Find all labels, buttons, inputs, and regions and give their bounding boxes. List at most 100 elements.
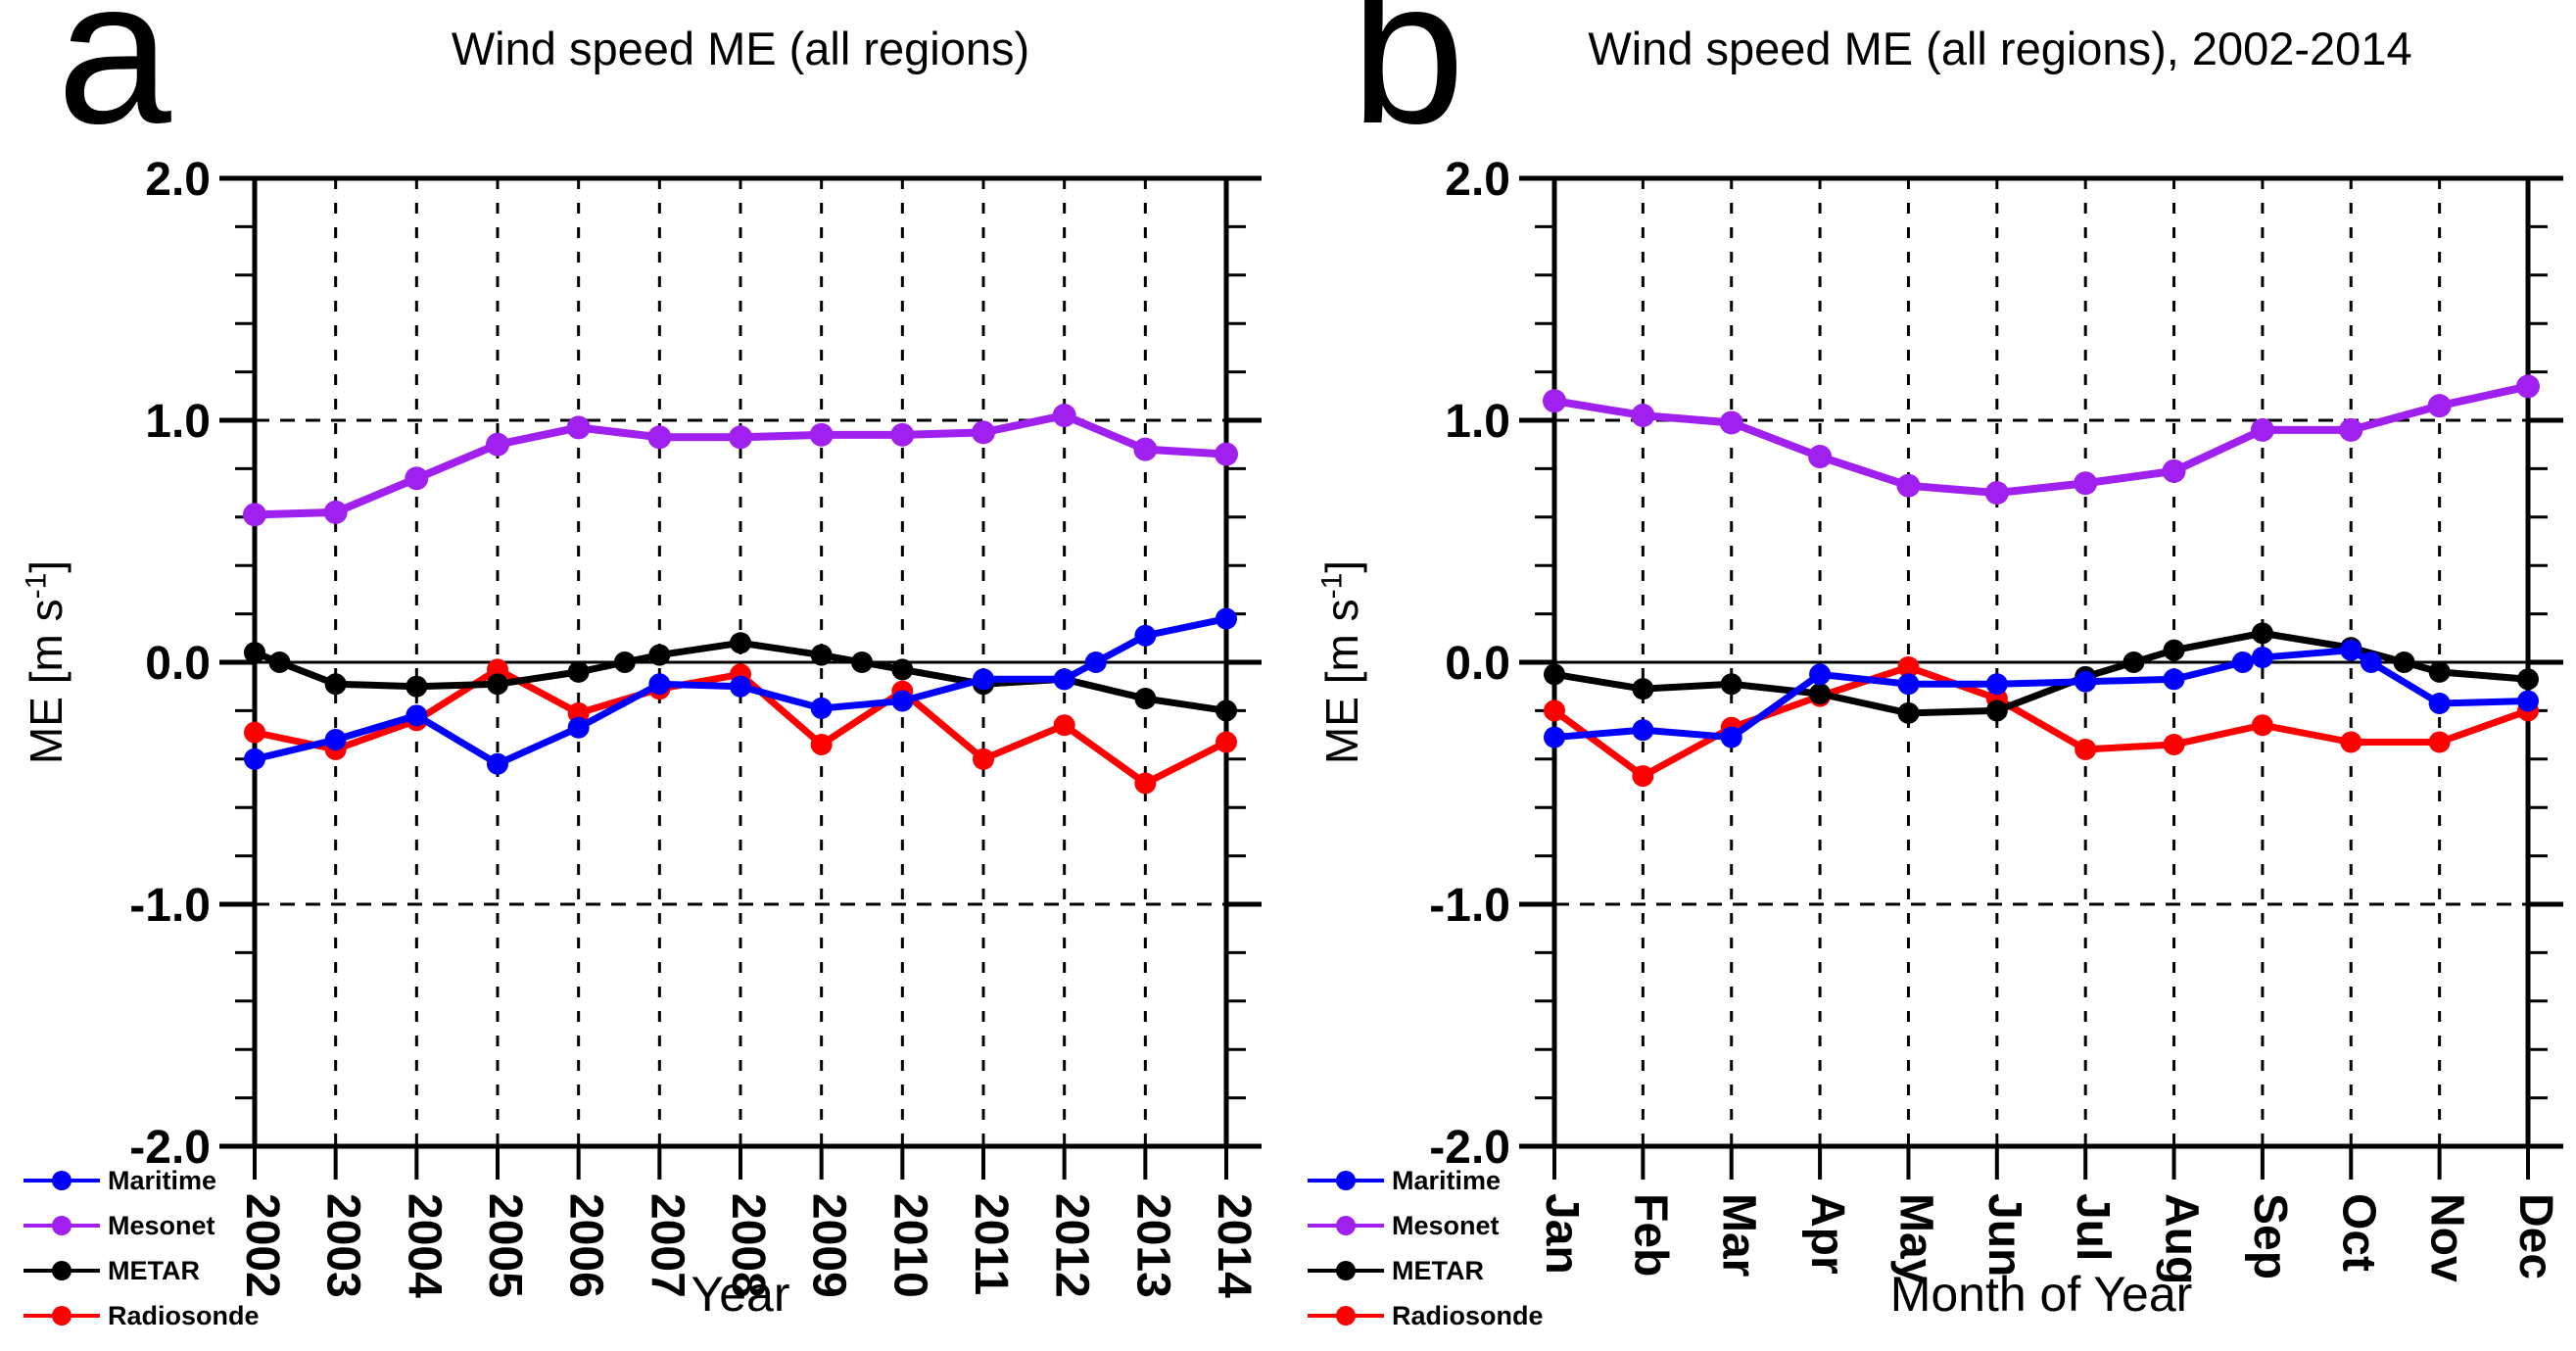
x-tick-label: 2004 [398,1193,450,1298]
legend-item-radiosonde: Radiosonde [22,1301,260,1330]
series-point-mesonet [890,422,915,447]
legend-item-metar: METAR [22,1255,260,1285]
legend-marker-metar [1308,1261,1384,1280]
series-point-maritime [2517,690,2539,712]
series-point-maritime [648,673,671,696]
series-point-mesonet [729,425,752,450]
y-tick-label: 2.0 [145,154,211,206]
zero-crossing-point-metar [613,651,636,673]
legend-marker-mesonet [24,1216,100,1235]
series-point-metar [324,673,347,696]
legend-label-metar: METAR [108,1255,200,1285]
legend-marker-maritime [24,1171,100,1190]
series-point-maritime [1809,663,1832,686]
series-point-metar [1632,678,1654,700]
x-tick-label: 2014 [1208,1193,1260,1298]
legend-item-metar: METAR [1306,1256,1544,1285]
panel-a: a Wind speed ME (all regions) ME [m s-1]… [21,0,1262,1348]
legend-item-maritime: Maritime [1306,1166,1544,1195]
series-point-maritime [2251,647,2273,669]
y-tick-label: 2.0 [1445,154,1510,206]
series-point-radiosonde [2075,738,2097,760]
series-point-mesonet [1719,410,1743,435]
series-point-maritime [2075,670,2097,693]
series-point-maritime [730,675,751,698]
x-tick-label: Nov [2421,1193,2473,1282]
panel-b-title: Wind speed ME (all regions), 2002-2014 [1588,23,2412,74]
series-point-mesonet [1133,437,1158,461]
panel-a-legend: Maritime Mesonet METAR Radiosonde [22,1165,260,1348]
x-tick-label: 2005 [479,1193,531,1298]
series-point-radiosonde [2251,714,2273,737]
series-point-radiosonde [1053,714,1075,737]
series-point-radiosonde [1897,655,1920,678]
series-point-radiosonde [1544,700,1565,722]
series-point-maritime [324,729,347,751]
series-point-mesonet [2250,417,2274,442]
series-point-radiosonde [244,721,265,744]
x-tick-label: Feb [1624,1193,1676,1277]
y-tick-label: 1.0 [145,396,211,448]
series-point-maritime [1216,607,1237,630]
panel-b: b Wind speed ME (all regions), 2002-2014… [1288,0,2576,1351]
series-point-mesonet [1543,389,1566,413]
x-tick-label: Jun [1979,1193,2030,1277]
zero-crossing-point-maritime [2231,651,2254,673]
series-point-mesonet [809,422,834,447]
series-point-mesonet [1631,404,1655,428]
plot-frame [1551,175,2531,1149]
x-tick-label: Jul [2067,1193,2119,1261]
x-tick-label: 2002 [236,1193,288,1298]
x-tick-label: 2006 [560,1193,612,1298]
series-point-metar [1985,700,2008,722]
series-point-metar [1897,701,1920,724]
x-tick-label: Jan [1536,1193,1588,1275]
panel-a-plot: 2.0 1.0 0.0 -1.0 -2.0 2002 2003 2004 2005 2006 200… [129,154,1262,1298]
series-point-metar [2251,622,2273,645]
panel-b-x-axis-label: Month of Year [1889,1267,2193,1322]
x-tick-label: Aug [2156,1193,2208,1284]
series-point-metar [1216,700,1237,722]
x-tick-label: 2007 [641,1193,692,1298]
x-tick-label: Apr [1801,1193,1853,1275]
series-point-maritime [1985,673,2008,696]
zero-crossing-point-metar [2123,651,2145,673]
series-point-maritime [1544,726,1565,748]
series-point-maritime [487,752,508,775]
series-point-mesonet [972,420,995,445]
series-point-metar [1720,673,1742,696]
series-point-mesonet [2074,471,2098,496]
x-tick-label: Mar [1713,1193,1765,1277]
x-tick-label: 2009 [803,1193,855,1298]
series-point-mesonet [2339,417,2363,442]
legend-marker-radiosonde [1308,1306,1384,1326]
x-tick-label: 2008 [722,1193,774,1298]
series-point-maritime [2428,692,2451,714]
series-point-mesonet [2516,374,2540,399]
panel-a-x-axis-label: Year [691,1267,790,1322]
series-point-maritime [1134,624,1157,647]
series-point-metar [405,675,428,698]
series-point-metar [648,644,671,666]
panel-a-letter: a [57,0,171,167]
legend-label-radiosonde: Radiosonde [1392,1300,1544,1330]
series-point-metar [891,658,914,681]
series-point-metar [2517,668,2539,691]
x-tick-label: May [1889,1193,1941,1285]
series-point-mesonet [647,425,672,450]
legend-marker-radiosonde [24,1306,100,1326]
zero-crossing-point-metar [268,651,291,673]
series-point-maritime [810,697,833,719]
series-point-radiosonde [1632,765,1654,788]
y-tick-label: -2.0 [1429,1122,1510,1174]
y-tick-label: 1.0 [1445,396,1510,448]
series-point-mesonet [323,500,348,524]
series-point-maritime [2163,668,2185,691]
y-tick-label: -2.0 [129,1122,211,1174]
series-point-mesonet [2427,394,2452,418]
legend-label-maritime: Maritime [108,1165,217,1195]
series-point-mesonet [1808,445,1833,469]
series-point-maritime [1632,719,1654,742]
x-tick-label: 2010 [883,1193,935,1298]
series-point-maritime [405,704,428,727]
